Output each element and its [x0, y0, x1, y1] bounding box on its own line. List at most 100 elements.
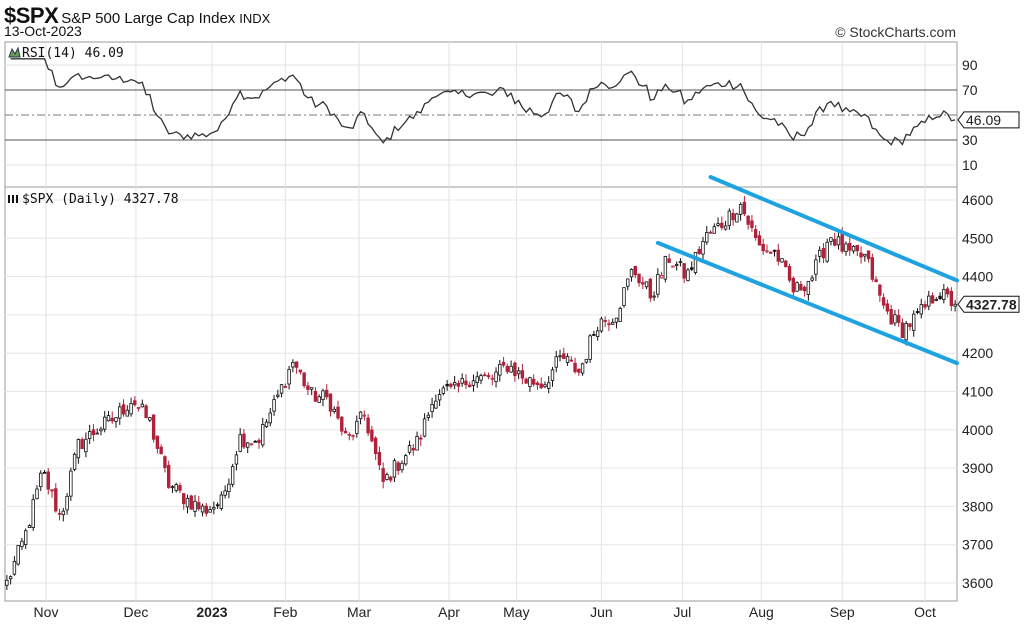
candle-body	[607, 323, 611, 326]
candle-body	[840, 233, 844, 252]
candle-body	[912, 313, 916, 331]
candle-body	[584, 358, 589, 363]
rsi-last-value-tag-box	[957, 111, 1020, 129]
candle-body	[404, 455, 408, 465]
candle-body	[810, 277, 814, 281]
exchange: INDX	[239, 11, 271, 26]
candle-body	[483, 374, 487, 377]
candle-body	[716, 223, 720, 226]
chart-header: $SPX S&P 500 Large Cap Index INDX	[4, 3, 270, 29]
trend-channel-lower	[655, 240, 959, 366]
candle-body	[362, 414, 367, 417]
candle-body	[84, 438, 88, 453]
chart-date: 13-Oct-2023	[4, 23, 82, 39]
candle-body	[460, 378, 464, 384]
candle-body	[215, 504, 220, 507]
candle-body	[761, 244, 765, 252]
candle-body	[212, 507, 216, 510]
candle-body	[298, 369, 303, 373]
candle-body	[945, 288, 950, 295]
candle-body	[182, 493, 186, 505]
candle-body	[705, 232, 709, 243]
candle-body	[471, 380, 476, 386]
candle-body	[712, 226, 716, 234]
x-tick-label: Nov	[34, 604, 59, 620]
candle-body	[309, 387, 314, 390]
candle-body	[475, 376, 479, 383]
candle-body	[230, 466, 235, 485]
candle-body	[178, 485, 182, 491]
candle-body	[189, 495, 193, 510]
candle-body	[780, 258, 784, 263]
price-panel-title: $SPX (Daily) 4327.78	[22, 192, 179, 207]
candle-body	[65, 495, 69, 511]
candle-body	[866, 250, 871, 260]
candle-body	[87, 431, 92, 439]
candle-body	[57, 512, 62, 515]
candle-body	[674, 263, 679, 266]
candle-body	[558, 355, 562, 358]
candle-body	[355, 420, 359, 434]
candle-body	[494, 371, 498, 383]
candle-body	[396, 462, 400, 471]
candle-body	[193, 500, 197, 512]
candle-body	[415, 436, 419, 451]
candle-body	[12, 560, 17, 575]
candle-body	[727, 210, 732, 226]
candle-body	[407, 445, 412, 453]
candle-body	[35, 488, 39, 500]
candle-body	[426, 414, 431, 418]
candle-body	[934, 299, 939, 301]
price-tick-label: 3800	[962, 498, 993, 514]
candle-body	[735, 213, 739, 223]
candle-body	[238, 434, 242, 452]
candle-body	[626, 278, 630, 287]
candle-body	[174, 484, 178, 491]
candle-body	[373, 437, 378, 455]
candle-body	[784, 260, 788, 268]
candle-body	[498, 363, 502, 376]
rsi-tick-label: 10	[962, 157, 978, 173]
candle-body	[825, 241, 829, 262]
candle-body	[520, 370, 525, 379]
x-tick-label: Sep	[830, 604, 855, 620]
candle-body	[437, 394, 442, 401]
candle-body	[219, 494, 224, 509]
ticker-symbol: $SPX	[4, 3, 59, 28]
candle-body	[690, 267, 694, 270]
candle-body	[776, 249, 780, 262]
candle-body	[697, 248, 701, 254]
candle-body	[242, 433, 246, 448]
candle-body	[531, 378, 536, 385]
candle-body	[69, 470, 73, 497]
candle-body	[772, 249, 777, 252]
candle-body	[434, 400, 438, 409]
candle-body	[430, 403, 434, 412]
candle-body	[833, 238, 837, 246]
candle-body	[667, 258, 671, 263]
candle-body	[622, 287, 626, 306]
candle-body	[276, 394, 280, 397]
candle-body	[133, 400, 137, 406]
candle-body	[268, 412, 272, 424]
candle-body	[302, 372, 306, 387]
candle-body	[419, 437, 423, 440]
rsi-last-value-tag: 46.09	[957, 111, 1020, 129]
price-tick-label: 4100	[962, 384, 993, 400]
candle-body	[750, 220, 754, 228]
candle-body	[490, 377, 494, 380]
candle-body	[723, 225, 728, 230]
candle-body	[366, 417, 370, 434]
candle-body	[313, 390, 318, 402]
candle-body	[686, 269, 690, 282]
candle-body	[456, 382, 461, 387]
rsi-last-value-tag-text: 46.09	[966, 112, 1001, 128]
candle-body	[61, 510, 66, 516]
candle-body	[648, 278, 653, 299]
candle-body	[562, 353, 566, 360]
candle-body	[629, 269, 634, 278]
candle-body	[682, 263, 686, 279]
candle-body	[110, 417, 114, 422]
candle-body	[769, 251, 773, 254]
candle-body	[328, 393, 333, 412]
